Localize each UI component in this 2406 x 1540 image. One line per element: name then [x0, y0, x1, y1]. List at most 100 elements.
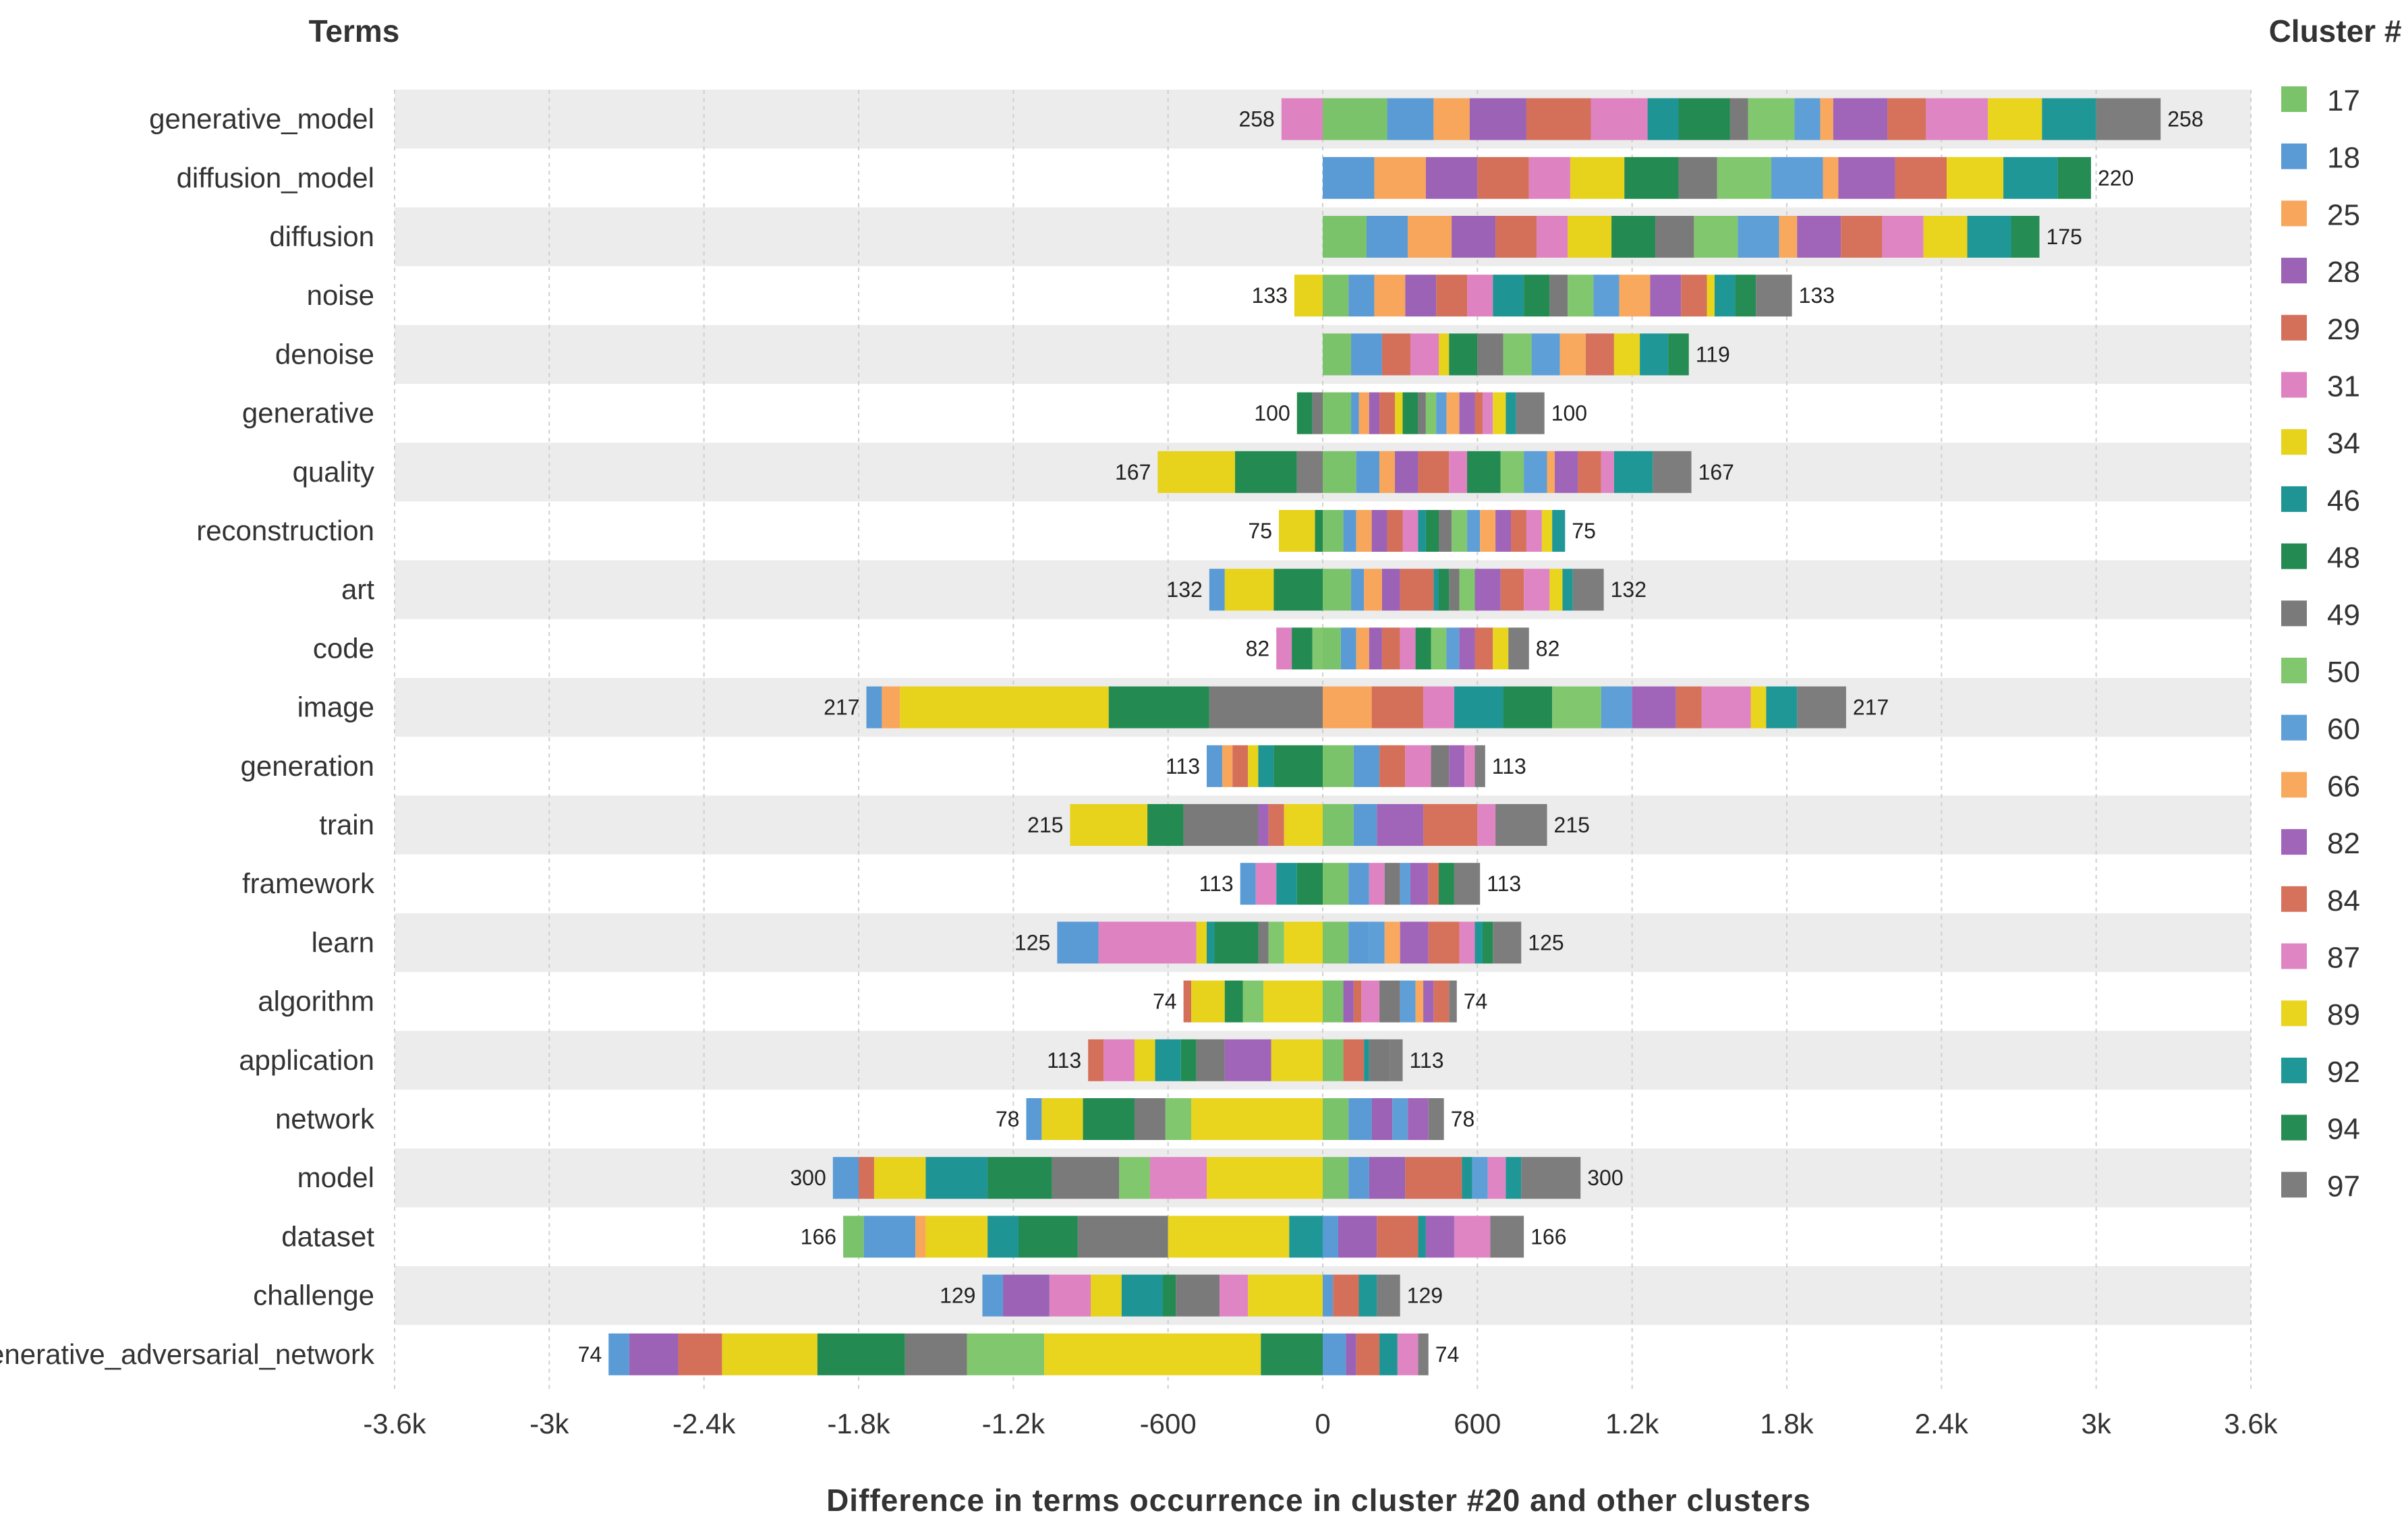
bar-segment-84	[1500, 569, 1524, 611]
bar-segment-49	[1209, 686, 1323, 729]
bar-segment-29	[1183, 980, 1192, 1023]
bar-segment-28	[1395, 451, 1419, 493]
total-label-left: 258	[1238, 107, 1274, 132]
bar-segment-50	[1242, 980, 1264, 1023]
bar-segment-46	[1418, 1216, 1426, 1258]
bar-segment-29	[859, 1157, 874, 1199]
bar-segment-17	[1323, 1039, 1344, 1081]
bar-segment-46	[1493, 275, 1524, 317]
bar-segment-31	[1405, 745, 1431, 787]
legend-swatch	[2281, 943, 2307, 969]
bar-segment-25	[1358, 392, 1369, 434]
bar-segment-17	[1323, 98, 1387, 140]
x-tick-label: -1.2k	[982, 1408, 1046, 1439]
bar-segment-48	[1402, 392, 1419, 434]
bar-segment-29	[1381, 627, 1400, 670]
bar-segment-87	[1397, 1333, 1419, 1375]
bar-segment-17	[1323, 921, 1349, 964]
bar-segment-49	[1384, 863, 1400, 905]
bar-segment-28	[1469, 98, 1526, 140]
legend-label: 84	[2327, 884, 2360, 917]
bar-segment-31	[1049, 1274, 1091, 1317]
bar-segment-31	[1467, 275, 1493, 317]
legend-label: 48	[2327, 542, 2360, 575]
category-label: diffusion	[269, 221, 374, 252]
bar-segment-17	[1323, 980, 1344, 1023]
bar-segment-34	[1395, 392, 1403, 434]
legend-label: 94	[2327, 1113, 2360, 1146]
total-label-right: 300	[1587, 1166, 1623, 1190]
bar-segment-87	[1926, 98, 1988, 140]
total-label-left: 74	[578, 1342, 602, 1367]
total-label-left: 74	[1153, 990, 1177, 1014]
bar-segment-17	[1323, 1157, 1349, 1199]
x-tick-label: 3.6k	[2224, 1408, 2278, 1439]
total-label-right: 113	[1409, 1048, 1443, 1073]
bar-segment-18	[1240, 863, 1256, 905]
total-label-right: 217	[1853, 695, 1889, 720]
bar-segment-29	[1088, 1039, 1104, 1081]
bar-segment-25	[1323, 686, 1372, 729]
bar-segment-97	[1521, 1157, 1581, 1199]
bar-segment-28	[1452, 216, 1496, 258]
bar-segment-89	[1946, 156, 2004, 199]
bar-segment-18	[1353, 745, 1380, 787]
bar-segment-82	[1833, 98, 1888, 140]
bar-segment-66	[1779, 216, 1798, 258]
bar-segment-48	[1180, 1039, 1197, 1081]
bar-segment-97	[2096, 98, 2161, 140]
total-label-right: 175	[2046, 225, 2082, 249]
bar-segment-97	[1428, 1098, 1444, 1140]
bar-segment-48	[817, 1333, 905, 1375]
bar-segment-49	[1183, 804, 1259, 846]
bar-segment-17	[1323, 863, 1349, 905]
bar-segment-50	[1748, 98, 1795, 140]
bar-segment-17	[1323, 333, 1352, 376]
bar-segment-97	[1490, 1216, 1524, 1258]
bar-segment-28	[629, 1333, 679, 1375]
bar-segment-48	[1611, 216, 1656, 258]
bar-segment-17	[843, 1216, 864, 1258]
bar-segment-48	[1624, 156, 1679, 199]
bar-segment-49	[1655, 216, 1694, 258]
bar-segment-50	[967, 1333, 1045, 1375]
category-label: algorithm	[258, 986, 374, 1017]
category-label: train	[319, 809, 374, 840]
bar-segment-48	[1108, 686, 1209, 729]
bar-segment-34	[1568, 216, 1612, 258]
bar-segment-92	[1640, 333, 1669, 376]
total-label-right: 125	[1528, 930, 1564, 954]
legend-label: 66	[2327, 770, 2360, 803]
bar-segment-89	[1271, 1039, 1323, 1081]
x-tick-label: 3k	[2081, 1408, 2111, 1439]
bar-segment-46	[1121, 1274, 1164, 1317]
bar-segment-97	[1474, 745, 1485, 787]
total-label-right: 113	[1492, 754, 1526, 778]
bar-segment-50	[1431, 627, 1447, 670]
legend-label: 87	[2327, 942, 2360, 975]
bar-segment-29	[1333, 1274, 1359, 1317]
total-label-left: 113	[1166, 754, 1200, 778]
legend-label: 92	[2327, 1056, 2360, 1089]
bar-segment-18	[1366, 216, 1408, 258]
bar-segment-48	[1439, 569, 1450, 611]
bar-segment-18	[1348, 863, 1369, 905]
bar-segment-60	[1400, 980, 1416, 1023]
total-label-right: 74	[1464, 990, 1488, 1014]
bar-segment-97	[1449, 980, 1457, 1023]
bar-segment-50	[1425, 392, 1437, 434]
bar-segment-29	[1400, 569, 1434, 611]
bar-segment-28	[1338, 1216, 1377, 1258]
category-label: code	[313, 632, 374, 664]
bar-segment-25	[1356, 627, 1369, 670]
legend-swatch	[2281, 429, 2307, 455]
bar-segment-60	[1392, 1098, 1408, 1140]
x-tick-label: 0	[1315, 1408, 1330, 1439]
bar-segment-92	[1714, 275, 1736, 317]
bar-segment-97	[1418, 1333, 1429, 1375]
bar-segment-29	[1436, 275, 1468, 317]
total-label-right: 100	[1551, 401, 1587, 426]
legend-swatch	[2281, 829, 2307, 855]
bar-segment-34	[1294, 275, 1323, 317]
bar-segment-18	[1323, 1333, 1346, 1375]
